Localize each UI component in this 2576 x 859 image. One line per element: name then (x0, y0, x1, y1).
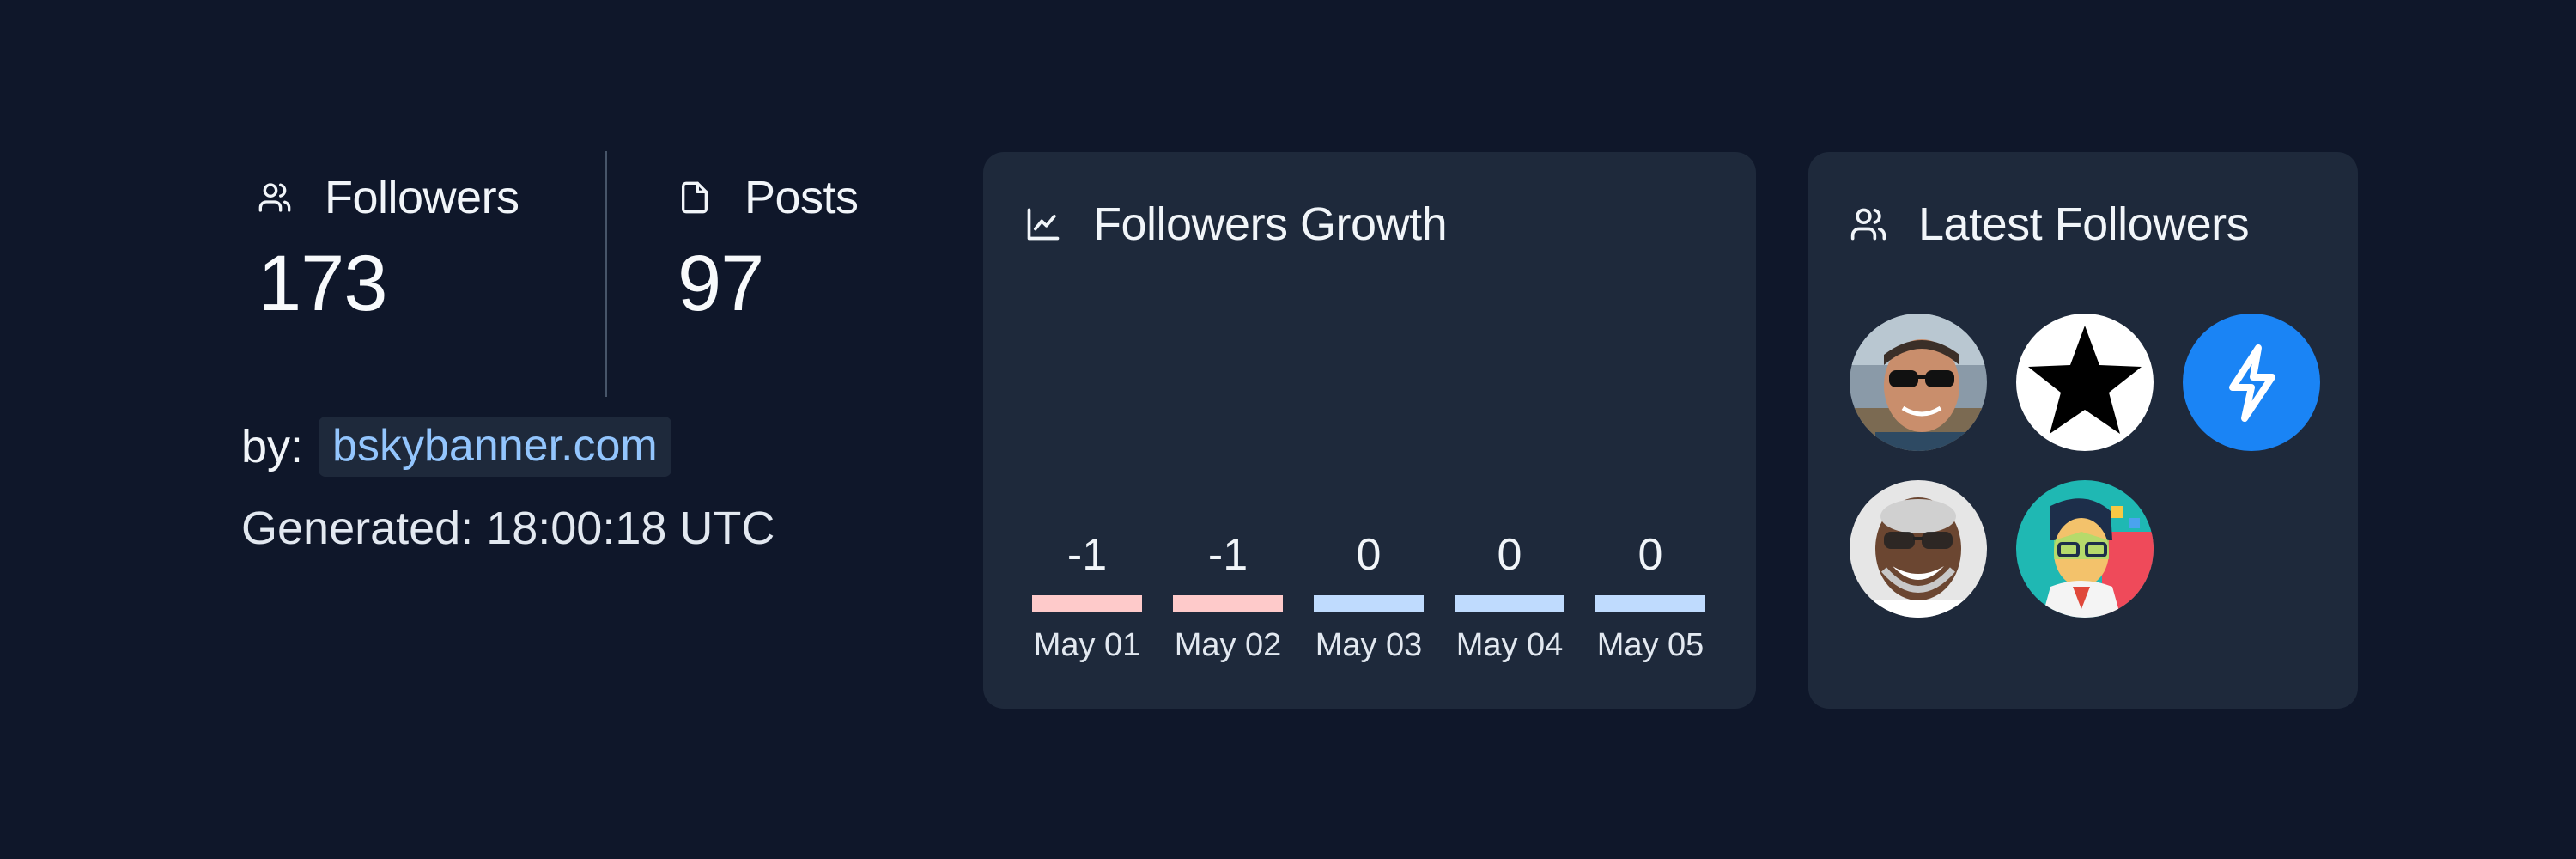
followers-label: Followers (325, 172, 519, 223)
latest-card-header: Latest Followers (1850, 190, 2250, 259)
bar-value-label: 0 (1498, 530, 1522, 580)
byline-link[interactable]: bskybanner.com (319, 417, 671, 477)
posts-label: Posts (744, 172, 859, 223)
users-icon (1850, 208, 1886, 241)
bar-category-label: May 03 (1315, 627, 1423, 663)
avatar-photo-icon (1850, 480, 1987, 618)
avatar-pop-art-portrait[interactable] (2016, 480, 2154, 618)
stats-divider (605, 151, 607, 397)
followers-growth-card: Followers Growth -1 May 01 -1 May 02 0 May 03… (983, 152, 1756, 709)
byline-label: by: (241, 421, 304, 472)
bar-category-label: May 01 (1034, 627, 1141, 663)
stats-panel: Followers 173 Posts 97 (258, 151, 859, 397)
latest-card-title: Latest Followers (1918, 198, 2250, 250)
lightning-icon (2229, 344, 2275, 422)
posts-stat: Posts 97 (607, 151, 859, 397)
line-chart-icon (1027, 208, 1060, 241)
growth-bar (1314, 595, 1424, 612)
growth-card-header: Followers Growth (1024, 190, 1448, 259)
byline: by: bskybanner.com (241, 416, 671, 478)
latest-followers-card: Latest Followers (1808, 152, 2358, 709)
followers-stat: Followers 173 (258, 151, 605, 397)
growth-bar (1455, 595, 1564, 612)
bar-value-label: -1 (1067, 530, 1107, 580)
posts-stat-header: Posts (677, 163, 859, 232)
avatar-star-icon[interactable] (2016, 314, 2154, 451)
followers-growth-chart: -1 May 01 -1 May 02 0 May 03 0 May 04 0 May 05 (1032, 530, 1705, 663)
avatar-photo-man-sunglasses[interactable] (1850, 314, 1987, 451)
file-icon (682, 181, 708, 214)
generated-timestamp: Generated: 18:00:18 UTC (241, 503, 775, 554)
avatar-photo-icon (1850, 314, 1987, 451)
avatar-lightning-icon[interactable] (2183, 314, 2320, 451)
followers-count: 173 (258, 240, 388, 327)
followers-stat-header: Followers (258, 163, 605, 232)
posts-count: 97 (677, 240, 764, 327)
bar-value-label: 0 (1357, 530, 1382, 580)
avatar-photo-smiling-man[interactable] (1850, 480, 1987, 618)
star-icon (2028, 326, 2142, 434)
bar-category-label: May 05 (1597, 627, 1704, 663)
bar-category-label: May 02 (1175, 627, 1282, 663)
avatar-art-icon (2016, 480, 2154, 618)
bar-value-label: 0 (1638, 530, 1663, 580)
growth-bar (1173, 595, 1283, 612)
growth-bar (1032, 595, 1142, 612)
users-icon (258, 183, 291, 212)
bar-category-label: May 04 (1456, 627, 1564, 663)
bar-value-label: -1 (1208, 530, 1248, 580)
growth-card-title: Followers Growth (1093, 198, 1448, 250)
growth-bar (1595, 595, 1705, 612)
